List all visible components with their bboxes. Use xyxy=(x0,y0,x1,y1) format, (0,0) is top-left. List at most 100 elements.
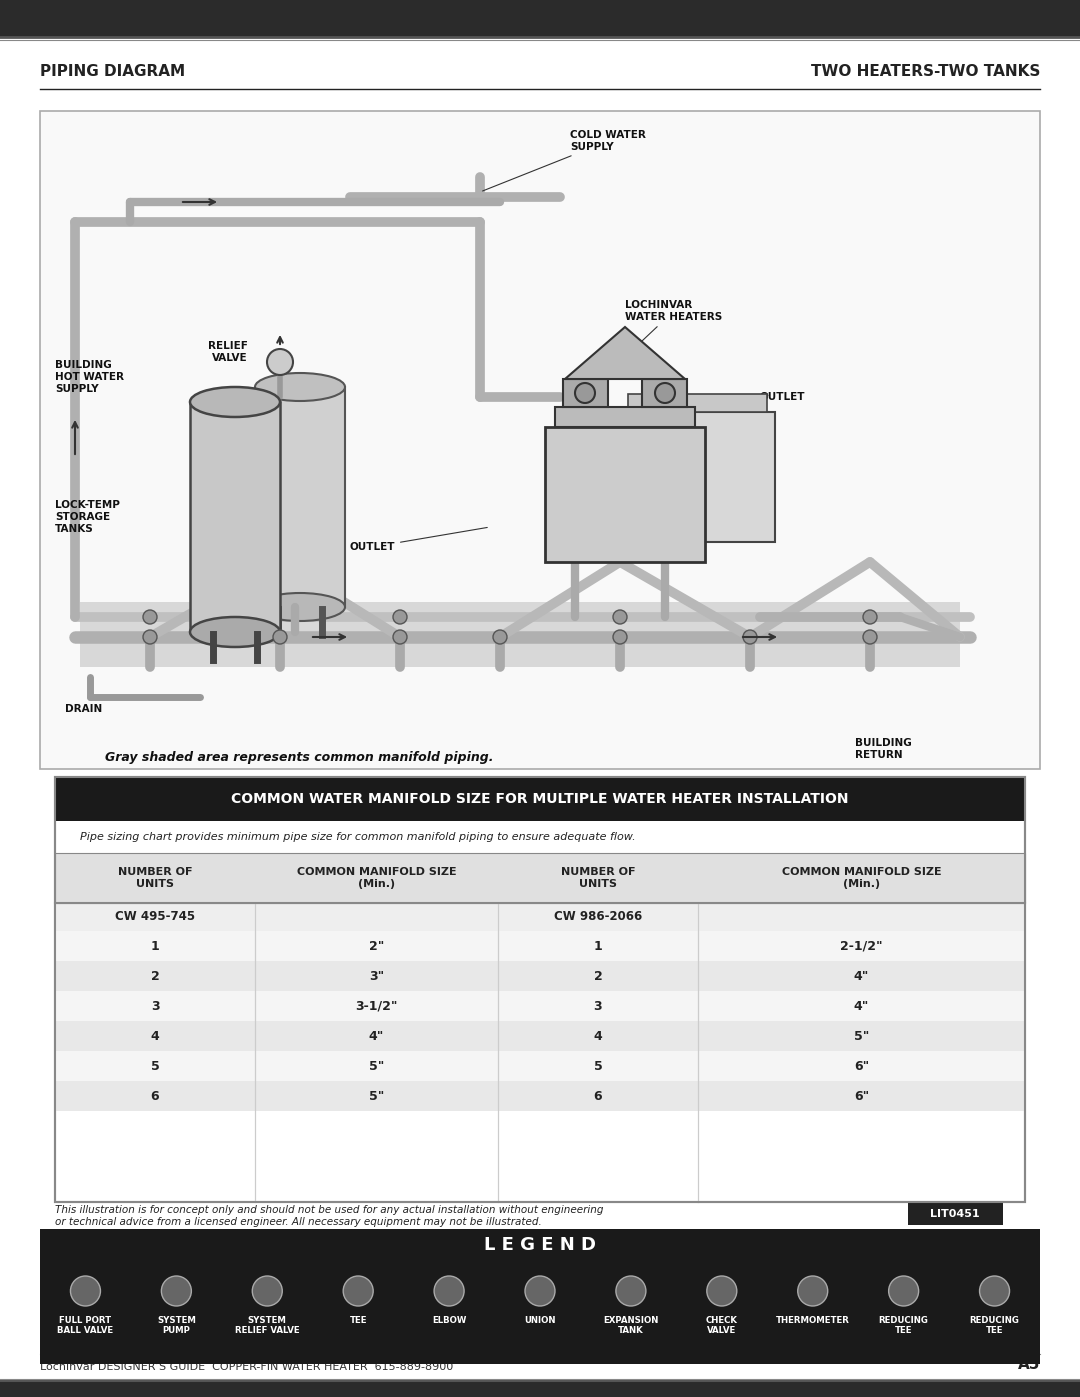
Text: 6": 6" xyxy=(854,1090,869,1102)
Text: TEE: TEE xyxy=(350,1316,367,1324)
Circle shape xyxy=(273,630,287,644)
Bar xyxy=(55,930,1025,961)
Text: EXPANSION
TANK: EXPANSION TANK xyxy=(604,1316,659,1336)
Text: A5: A5 xyxy=(1017,1356,1040,1372)
Circle shape xyxy=(143,610,157,624)
Text: CW 495-745: CW 495-745 xyxy=(114,911,195,923)
Text: Lochinvar DESIGNER’S GUIDE  COPPER-FIN WATER HEATER  615-889-8900: Lochinvar DESIGNER’S GUIDE COPPER-FIN WA… xyxy=(40,1362,454,1372)
Circle shape xyxy=(525,1275,555,1306)
Text: INLET: INLET xyxy=(643,478,729,492)
Text: 4": 4" xyxy=(368,1030,384,1042)
Bar xyxy=(55,1081,1025,1111)
Bar xyxy=(563,379,608,407)
Text: SYSTEM
PUMP: SYSTEM PUMP xyxy=(157,1316,195,1336)
Circle shape xyxy=(575,383,595,402)
Text: 6: 6 xyxy=(594,1090,603,1102)
Text: 4": 4" xyxy=(854,970,869,982)
Text: Pipe sizing chart provides minimum pipe size for common manifold piping to ensur: Pipe sizing chart provides minimum pipe … xyxy=(80,833,636,842)
Text: 2: 2 xyxy=(150,970,160,982)
Bar xyxy=(55,902,1025,930)
Text: LOCK-TEMP
STORAGE
TANKS: LOCK-TEMP STORAGE TANKS xyxy=(55,500,120,534)
Bar xyxy=(40,1229,1040,1363)
Text: RELIEF
VALVE: RELIEF VALVE xyxy=(208,341,248,363)
Text: OUTLET: OUTLET xyxy=(350,528,487,552)
Text: COMMON MANIFOLD SIZE
(Min.): COMMON MANIFOLD SIZE (Min.) xyxy=(297,868,457,888)
Circle shape xyxy=(889,1275,919,1306)
Circle shape xyxy=(343,1275,374,1306)
Bar xyxy=(55,777,1025,1201)
Text: This illustration is for concept only and should not be used for any actual inst: This illustration is for concept only an… xyxy=(55,1206,604,1227)
Text: CW 986-2066: CW 986-2066 xyxy=(554,911,643,923)
Text: BUILDING
RETURN: BUILDING RETURN xyxy=(855,738,912,760)
Text: 2": 2" xyxy=(368,940,384,953)
Bar xyxy=(55,777,1025,821)
Text: 4: 4 xyxy=(150,1030,160,1042)
Text: 3: 3 xyxy=(151,999,160,1013)
Bar xyxy=(255,387,345,608)
Text: 3-1/2": 3-1/2" xyxy=(355,999,397,1013)
Bar xyxy=(55,777,1025,1201)
Text: PIPING DIAGRAM: PIPING DIAGRAM xyxy=(40,64,185,80)
Text: DRAIN: DRAIN xyxy=(65,704,103,714)
Circle shape xyxy=(161,1275,191,1306)
Bar xyxy=(55,1051,1025,1081)
Text: BUILDING
HOT WATER
SUPPLY: BUILDING HOT WATER SUPPLY xyxy=(55,360,124,394)
Bar xyxy=(55,990,1025,1021)
Circle shape xyxy=(393,630,407,644)
Text: THERMOMETER: THERMOMETER xyxy=(775,1316,850,1324)
Text: 1: 1 xyxy=(150,940,160,953)
Text: 2-1/2": 2-1/2" xyxy=(840,940,882,953)
Text: 6: 6 xyxy=(151,1090,160,1102)
Text: 5: 5 xyxy=(150,1059,160,1073)
Bar xyxy=(0,1382,1080,1397)
Bar xyxy=(80,602,960,666)
Text: CHECK
VALVE: CHECK VALVE xyxy=(706,1316,738,1336)
Bar xyxy=(0,0,1080,36)
Text: SYSTEM
RELIEF VALVE: SYSTEM RELIEF VALVE xyxy=(235,1316,299,1336)
Circle shape xyxy=(393,610,407,624)
Circle shape xyxy=(613,630,627,644)
Text: UNION: UNION xyxy=(524,1316,556,1324)
Bar xyxy=(642,379,687,407)
Circle shape xyxy=(743,630,757,644)
Circle shape xyxy=(706,1275,737,1306)
Text: 4": 4" xyxy=(854,999,869,1013)
Ellipse shape xyxy=(255,592,345,622)
Text: 4: 4 xyxy=(594,1030,603,1042)
Text: LOCHINVAR
WATER HEATERS: LOCHINVAR WATER HEATERS xyxy=(625,300,723,355)
Text: NUMBER OF
UNITS: NUMBER OF UNITS xyxy=(118,868,192,888)
Text: 6": 6" xyxy=(854,1059,869,1073)
Text: LIT0451: LIT0451 xyxy=(930,1208,980,1220)
Text: FULL PORT
BALL VALVE: FULL PORT BALL VALVE xyxy=(57,1316,113,1336)
Ellipse shape xyxy=(190,617,280,647)
Bar xyxy=(55,1021,1025,1051)
Text: REDUCING
TEE: REDUCING TEE xyxy=(879,1316,929,1336)
Circle shape xyxy=(654,383,675,402)
Text: 2: 2 xyxy=(594,970,603,982)
Bar xyxy=(190,402,280,631)
Polygon shape xyxy=(565,327,685,379)
Text: 3: 3 xyxy=(594,999,603,1013)
Text: 5": 5" xyxy=(854,1030,869,1042)
Circle shape xyxy=(616,1275,646,1306)
Bar xyxy=(55,961,1025,990)
Bar xyxy=(627,394,767,412)
Circle shape xyxy=(492,630,507,644)
Circle shape xyxy=(253,1275,282,1306)
Circle shape xyxy=(267,349,293,374)
Text: COMMON MANIFOLD SIZE
(Min.): COMMON MANIFOLD SIZE (Min.) xyxy=(782,868,942,888)
Text: 1: 1 xyxy=(594,940,603,953)
Text: 5": 5" xyxy=(368,1090,384,1102)
Text: TWO HEATERS-TWO TANKS: TWO HEATERS-TWO TANKS xyxy=(811,64,1040,80)
Text: 3": 3" xyxy=(369,970,384,982)
Ellipse shape xyxy=(255,373,345,401)
Circle shape xyxy=(70,1275,100,1306)
Circle shape xyxy=(143,630,157,644)
Circle shape xyxy=(434,1275,464,1306)
Bar xyxy=(40,110,1040,768)
Ellipse shape xyxy=(190,387,280,416)
Text: NUMBER OF
UNITS: NUMBER OF UNITS xyxy=(561,868,635,888)
Text: COMMON WATER MANIFOLD SIZE FOR MULTIPLE WATER HEATER INSTALLATION: COMMON WATER MANIFOLD SIZE FOR MULTIPLE … xyxy=(231,792,849,806)
Circle shape xyxy=(980,1275,1010,1306)
Bar xyxy=(555,407,696,427)
